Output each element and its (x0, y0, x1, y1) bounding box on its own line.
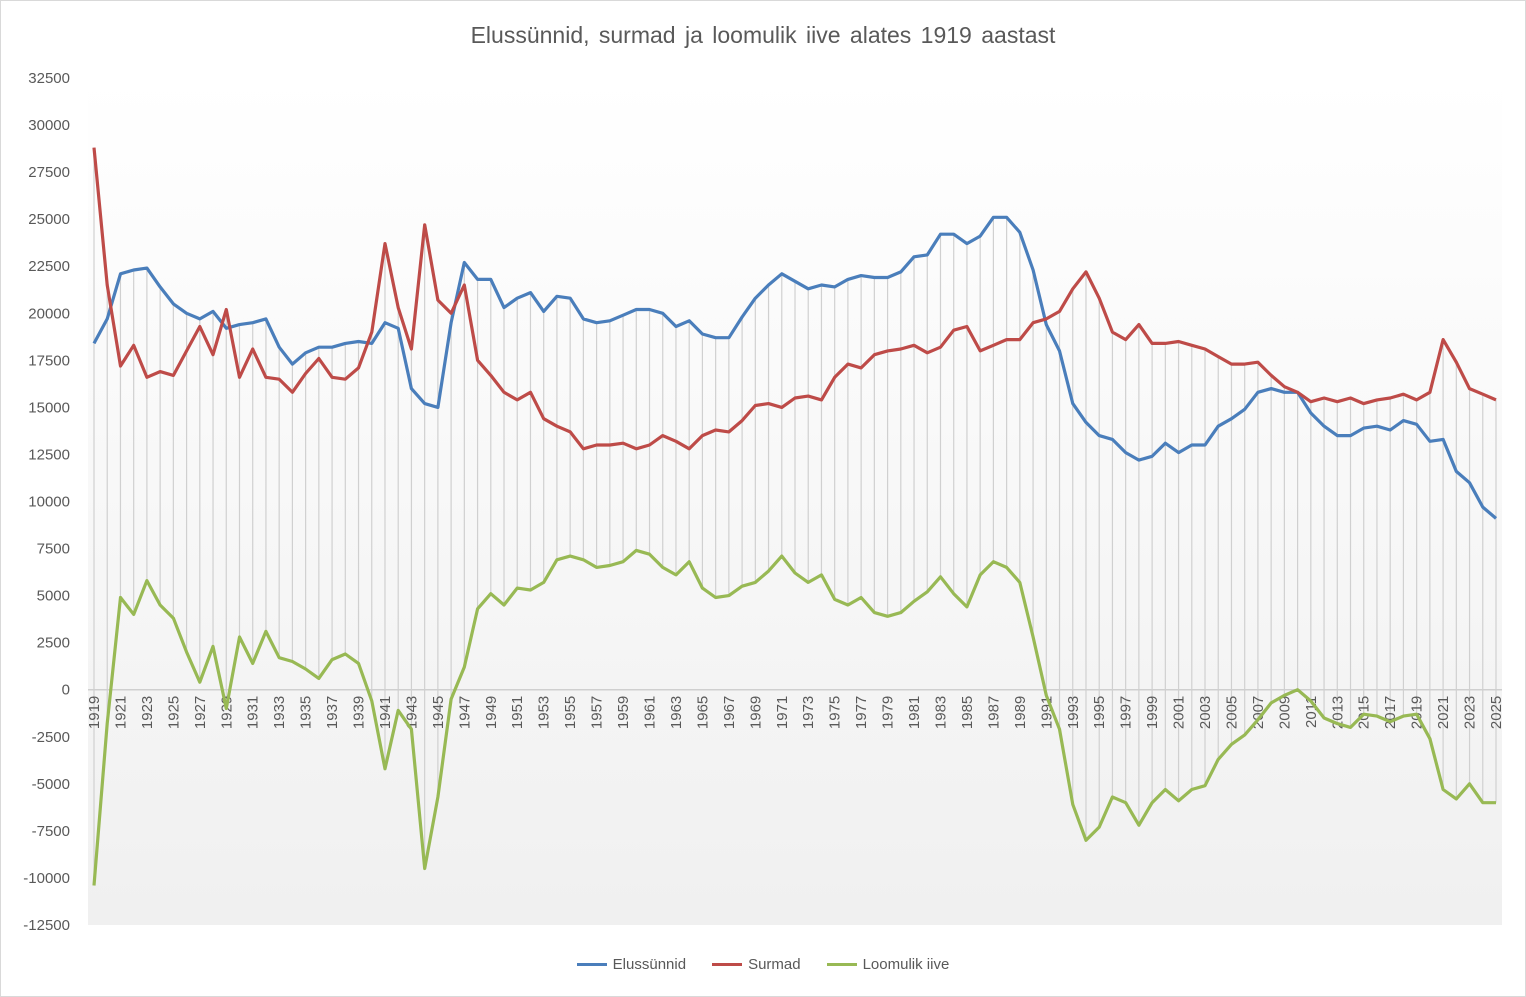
x-tick-label: 1989 (1012, 696, 1029, 729)
x-tick-label: 1965 (694, 696, 711, 729)
x-tick-label: 2011 (1303, 696, 1320, 728)
legend-label: Loomulik iive (862, 956, 950, 973)
x-tick-label: 1929 (218, 696, 235, 729)
y-tick-label: 27500 (28, 164, 70, 181)
x-tick-label: 1993 (1065, 696, 1082, 729)
y-tick-label: -7500 (32, 823, 70, 840)
x-tick-label: 1927 (192, 696, 209, 729)
y-tick-label: 12500 (28, 446, 70, 463)
x-tick-label: 1999 (1144, 696, 1161, 729)
x-tick-label: 1979 (880, 696, 897, 729)
x-tick-label: 2001 (1171, 696, 1188, 729)
legend-item-births: Elussünnid (576, 956, 687, 973)
y-tick-label: 17500 (28, 352, 70, 369)
x-tick-label: 2007 (1250, 696, 1267, 729)
y-tick-label: -10000 (23, 870, 70, 887)
x-tick-label: 1937 (324, 696, 341, 729)
x-tick-label: 1941 (377, 696, 394, 729)
x-tick-label: 1953 (536, 696, 553, 729)
x-tick-label: 1969 (747, 696, 764, 729)
x-tick-label: 1977 (853, 696, 870, 729)
y-tick-label: 7500 (37, 541, 70, 558)
x-tick-label: 1959 (615, 696, 632, 729)
x-tick-label: 2017 (1382, 696, 1399, 729)
x-tick-label: 1935 (298, 696, 315, 729)
y-tick-label: 30000 (28, 117, 70, 134)
x-tick-label: 1923 (139, 696, 156, 729)
x-tick-label: 1961 (642, 696, 659, 729)
x-tick-label: 1919 (86, 696, 103, 729)
x-tick-label: 1931 (245, 696, 262, 729)
x-tick-label: 1963 (668, 696, 685, 729)
x-tick-label: 1981 (906, 696, 923, 729)
y-tick-label: 15000 (28, 399, 70, 416)
x-tick-label: 1925 (165, 696, 182, 729)
legend-item-natural-increase: Loomulik iive (826, 956, 950, 973)
x-tick-label: 1949 (483, 696, 500, 729)
chart-title: Elussünnid, surmad ja loomulik iive alat… (470, 22, 1056, 48)
y-tick-label: 32500 (28, 70, 70, 87)
legend-label: Surmad (748, 956, 801, 973)
x-tick-label: 1955 (562, 696, 579, 729)
x-tick-label: 1939 (351, 696, 368, 729)
x-tick-label: 1933 (271, 696, 288, 729)
y-tick-label: 20000 (28, 305, 70, 322)
x-tick-label: 1975 (827, 696, 844, 729)
y-tick-label: 0 (62, 682, 70, 699)
x-tick-label: 2003 (1197, 696, 1214, 729)
x-tick-label: 1983 (932, 696, 949, 729)
y-tick-label: 25000 (28, 211, 70, 228)
x-tick-label: 1945 (430, 696, 447, 729)
x-tick-label: 2009 (1276, 696, 1293, 729)
x-tick-label: 2023 (1462, 696, 1479, 729)
y-tick-label: 22500 (28, 258, 70, 275)
x-tick-label: 1985 (959, 696, 976, 729)
x-tick-label: 1957 (589, 696, 606, 729)
legend-swatch (576, 963, 607, 966)
x-tick-label: 1947 (456, 696, 473, 729)
x-tick-label: 1973 (800, 696, 817, 729)
x-tick-label: 1987 (985, 696, 1002, 729)
y-tick-label: -12500 (23, 917, 70, 934)
y-tick-label: 5000 (37, 588, 70, 605)
y-tick-label: -5000 (32, 776, 70, 793)
x-tick-label: 2025 (1488, 696, 1505, 729)
legend-swatch (826, 963, 857, 966)
y-tick-label: 10000 (28, 494, 70, 511)
x-tick-label: 1951 (509, 696, 526, 729)
legend-label: Elussünnid (612, 956, 687, 973)
legend-item-deaths: Surmad (712, 956, 801, 973)
x-tick-label: 1995 (1091, 696, 1108, 729)
legend-swatch (712, 963, 743, 966)
x-tick-label: 2015 (1356, 696, 1373, 729)
x-tick-label: 1967 (721, 696, 738, 729)
x-tick-label: 2021 (1435, 696, 1452, 729)
x-tick-label: 1971 (774, 696, 791, 729)
y-tick-label: 2500 (37, 635, 70, 652)
legend: Elussünnid Surmad Loomulik iive (0, 956, 1526, 973)
x-tick-label: 1921 (112, 696, 129, 729)
x-tick-label: 2005 (1223, 696, 1240, 729)
x-tick-label: 1997 (1118, 696, 1135, 729)
y-tick-label: -2500 (32, 729, 70, 746)
x-tick-label: 1943 (403, 696, 420, 729)
